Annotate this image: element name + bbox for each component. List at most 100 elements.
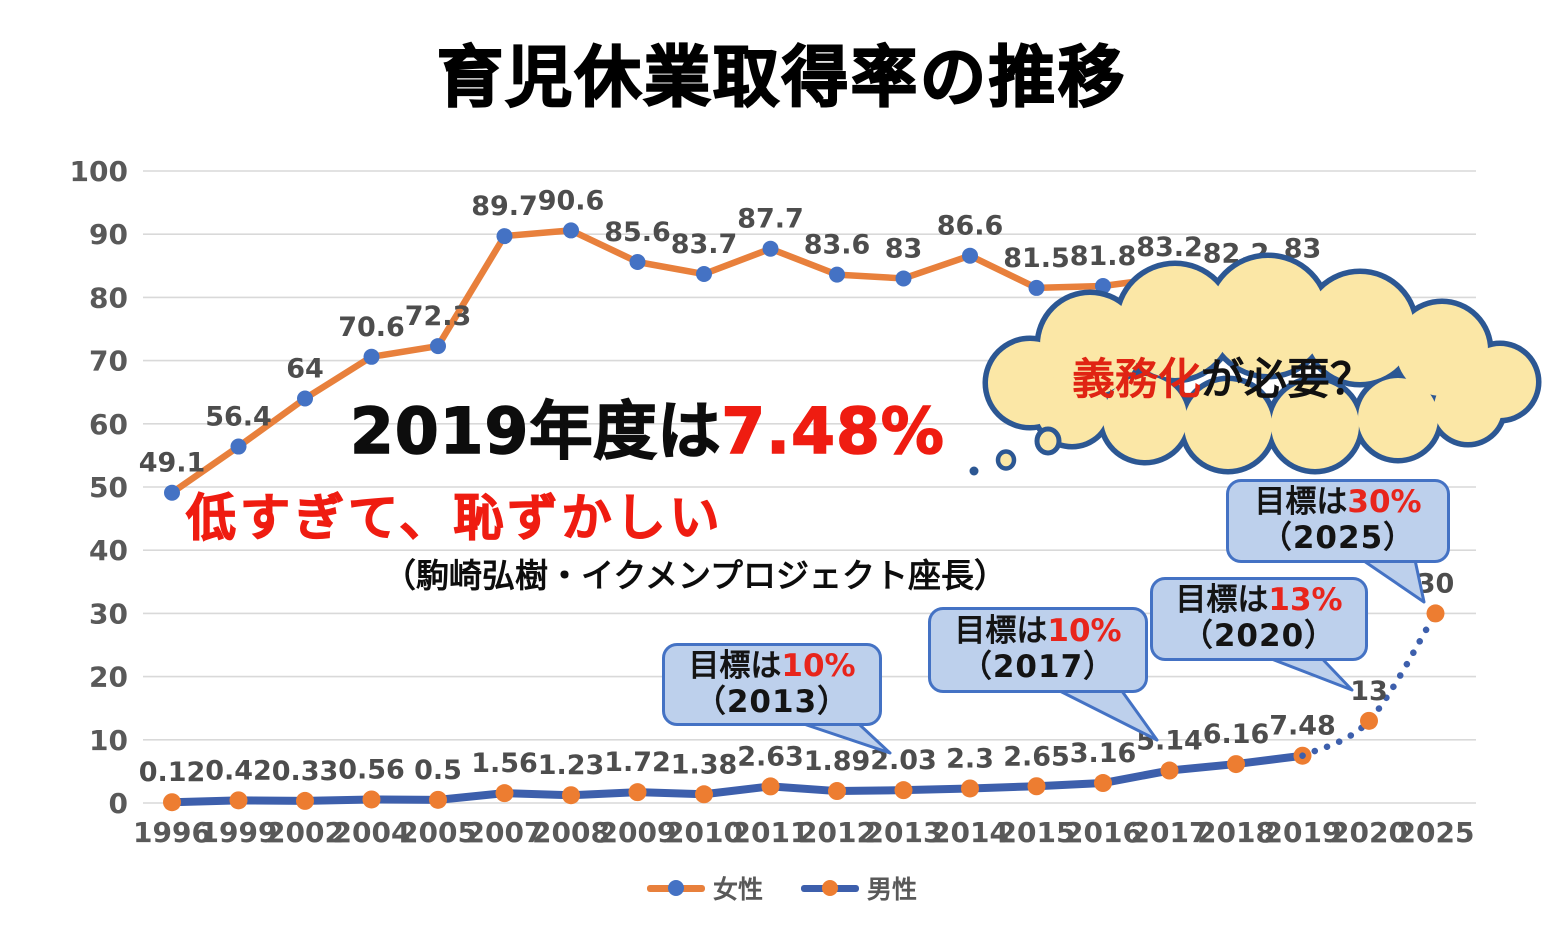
cloud-black-part: が必要？ (1201, 355, 1373, 405)
svg-text:87.7: 87.7 (737, 204, 804, 235)
svg-text:13: 13 (1350, 676, 1388, 707)
callout-prefix: 目標は (1175, 582, 1269, 619)
svg-text:86.6: 86.6 (937, 211, 1004, 242)
svg-text:2007: 2007 (466, 816, 544, 849)
svg-text:7.48: 7.48 (1269, 711, 1336, 742)
legend-item-men: 男性 (801, 870, 917, 906)
callout-goal-2017: 目標は10% （2017） (928, 607, 1148, 693)
svg-text:2008: 2008 (532, 816, 610, 849)
svg-text:2004: 2004 (333, 816, 411, 849)
svg-text:1.56: 1.56 (471, 748, 538, 779)
svg-text:83.2: 83.2 (1136, 232, 1203, 263)
svg-text:2.65: 2.65 (1003, 741, 1070, 772)
svg-text:81.5: 81.5 (1003, 243, 1070, 274)
svg-text:0.33: 0.33 (272, 756, 339, 787)
svg-text:0.56: 0.56 (338, 754, 405, 785)
svg-text:70.6: 70.6 (338, 312, 405, 343)
callout-prefix: 目標は (1254, 484, 1348, 521)
thought-cloud-text: 義務化が必要？ (1072, 345, 1373, 407)
callout-year: （2017） (960, 649, 1116, 685)
page-title: 育児休業取得率の推移 (436, 38, 1127, 117)
attribution-text: （駒崎弘樹・イクメンプロジェクト座長） (383, 556, 1008, 595)
men-series-icon (801, 880, 859, 896)
svg-text:2019: 2019 (1264, 816, 1342, 849)
svg-text:10: 10 (89, 724, 128, 757)
svg-text:2014: 2014 (931, 816, 1009, 849)
callout-year: （2013） (694, 683, 850, 720)
svg-text:90: 90 (89, 218, 128, 251)
svg-text:1.89: 1.89 (804, 746, 871, 777)
svg-text:2012: 2012 (798, 816, 876, 849)
svg-text:2009: 2009 (599, 816, 677, 849)
svg-text:70: 70 (89, 345, 128, 378)
callout-value: 13% (1268, 582, 1343, 619)
svg-text:2016: 2016 (1064, 816, 1142, 849)
headline-2019-rate: 2019年度は7.48% (349, 381, 945, 472)
svg-text:2013: 2013 (865, 816, 943, 849)
legend-item-women: 女性 (646, 870, 763, 906)
svg-text:1999: 1999 (200, 816, 278, 849)
cloud-red-part: 義務化 (1072, 355, 1201, 405)
svg-text:0.12: 0.12 (139, 757, 206, 788)
svg-text:0.42: 0.42 (205, 755, 272, 786)
callout-prefix: 目標は (688, 647, 782, 684)
svg-text:2017: 2017 (1131, 816, 1209, 849)
svg-text:81.8: 81.8 (1070, 241, 1137, 272)
svg-text:20: 20 (89, 661, 128, 694)
svg-text:2015: 2015 (998, 816, 1076, 849)
svg-text:90.6: 90.6 (538, 185, 605, 216)
svg-text:83.6: 83.6 (804, 230, 871, 261)
svg-text:2010: 2010 (665, 816, 743, 849)
thought-cloud-icon (969, 252, 1542, 476)
svg-text:100: 100 (70, 155, 128, 188)
svg-text:2018: 2018 (1197, 816, 1275, 849)
callout-year: （2025） (1260, 520, 1416, 556)
callout-year: （2020） (1181, 618, 1337, 654)
callout-goal-2025: 目標は30% （2025） (1226, 479, 1450, 563)
svg-text:49.1: 49.1 (139, 448, 206, 479)
legend-label-men: 男性 (867, 875, 918, 904)
svg-text:64: 64 (286, 354, 324, 385)
chart-legend: 女性 男性 (646, 870, 917, 906)
svg-text:30: 30 (89, 597, 128, 630)
svg-text:56.4: 56.4 (205, 402, 272, 433)
svg-text:3.16: 3.16 (1070, 738, 1137, 769)
svg-text:2002: 2002 (266, 816, 344, 849)
callout-value: 10% (1047, 613, 1122, 650)
callout-value: 10% (781, 647, 856, 684)
callout-prefix: 目標は (954, 613, 1048, 650)
svg-text:6.16: 6.16 (1203, 719, 1270, 750)
svg-text:60: 60 (89, 408, 128, 441)
subline-comment: 低すぎて、恥ずかしい (185, 488, 724, 547)
svg-text:89.7: 89.7 (471, 191, 538, 222)
svg-text:80: 80 (89, 281, 128, 314)
svg-text:2.63: 2.63 (737, 741, 804, 772)
svg-text:50: 50 (89, 471, 128, 504)
headline-red-value: 7.48% (721, 394, 945, 469)
svg-text:85.6: 85.6 (604, 217, 671, 248)
women-series-icon (646, 880, 705, 896)
svg-text:2.3: 2.3 (946, 743, 994, 774)
callout-goal-2020: 目標は13% （2020） (1150, 577, 1368, 661)
svg-text:1.23: 1.23 (538, 750, 605, 781)
svg-text:72.3: 72.3 (405, 301, 472, 332)
svg-text:1.72: 1.72 (604, 747, 671, 778)
svg-text:83: 83 (885, 233, 923, 264)
legend-label-women: 女性 (712, 875, 763, 904)
svg-text:1.38: 1.38 (671, 749, 738, 780)
svg-text:83.7: 83.7 (671, 229, 738, 260)
svg-text:2025: 2025 (1397, 816, 1475, 849)
svg-text:1996: 1996 (133, 816, 211, 849)
svg-text:0.5: 0.5 (414, 755, 462, 786)
headline-black-part: 2019年度は (349, 394, 722, 469)
svg-text:2005: 2005 (399, 816, 477, 849)
callout-value: 30% (1347, 484, 1422, 521)
svg-text:2020: 2020 (1330, 816, 1408, 849)
svg-text:40: 40 (89, 534, 128, 567)
svg-text:2011: 2011 (732, 816, 810, 849)
callout-goal-2013: 目標は10% （2013） (662, 643, 882, 726)
svg-text:0: 0 (109, 787, 128, 820)
